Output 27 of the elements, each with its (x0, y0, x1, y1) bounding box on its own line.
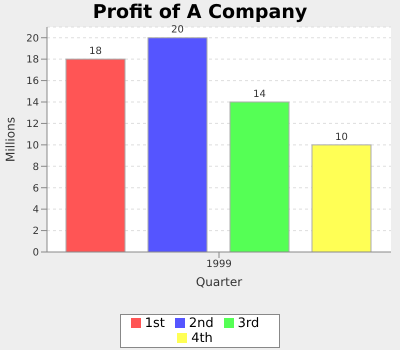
bar (312, 144, 372, 252)
legend-label: 3rd (238, 316, 260, 331)
legend-label: 1st (144, 316, 165, 331)
x-tick-label: 1999 (206, 259, 232, 270)
x-axis-title: Quarter (196, 275, 242, 289)
y-tick-label: 18 (26, 54, 39, 66)
legend-label: 2nd (188, 316, 214, 331)
bar (230, 102, 290, 252)
data-label: 20 (171, 24, 184, 36)
y-tick-label: 8 (32, 162, 39, 173)
y-tick-label: 4 (32, 204, 39, 216)
y-tick-label: 0 (32, 248, 39, 259)
y-tick-label: 16 (26, 76, 39, 88)
data-label: 14 (253, 89, 266, 100)
bar (148, 37, 208, 252)
bar (66, 58, 126, 252)
y-tick-label: 12 (26, 118, 39, 130)
data-label: 10 (335, 132, 348, 143)
legend-label: 4th (191, 331, 213, 346)
data-label: 18 (89, 46, 102, 58)
y-tick-label: 2 (32, 226, 39, 238)
y-axis-title: Millions (3, 117, 18, 162)
y-tick-label: 10 (26, 140, 39, 152)
y-tick-label: 6 (32, 183, 39, 194)
y-tick-label: 20 (26, 33, 39, 44)
y-tick-label: 14 (26, 98, 39, 109)
chart-title: Profit of A Company (92, 1, 308, 23)
